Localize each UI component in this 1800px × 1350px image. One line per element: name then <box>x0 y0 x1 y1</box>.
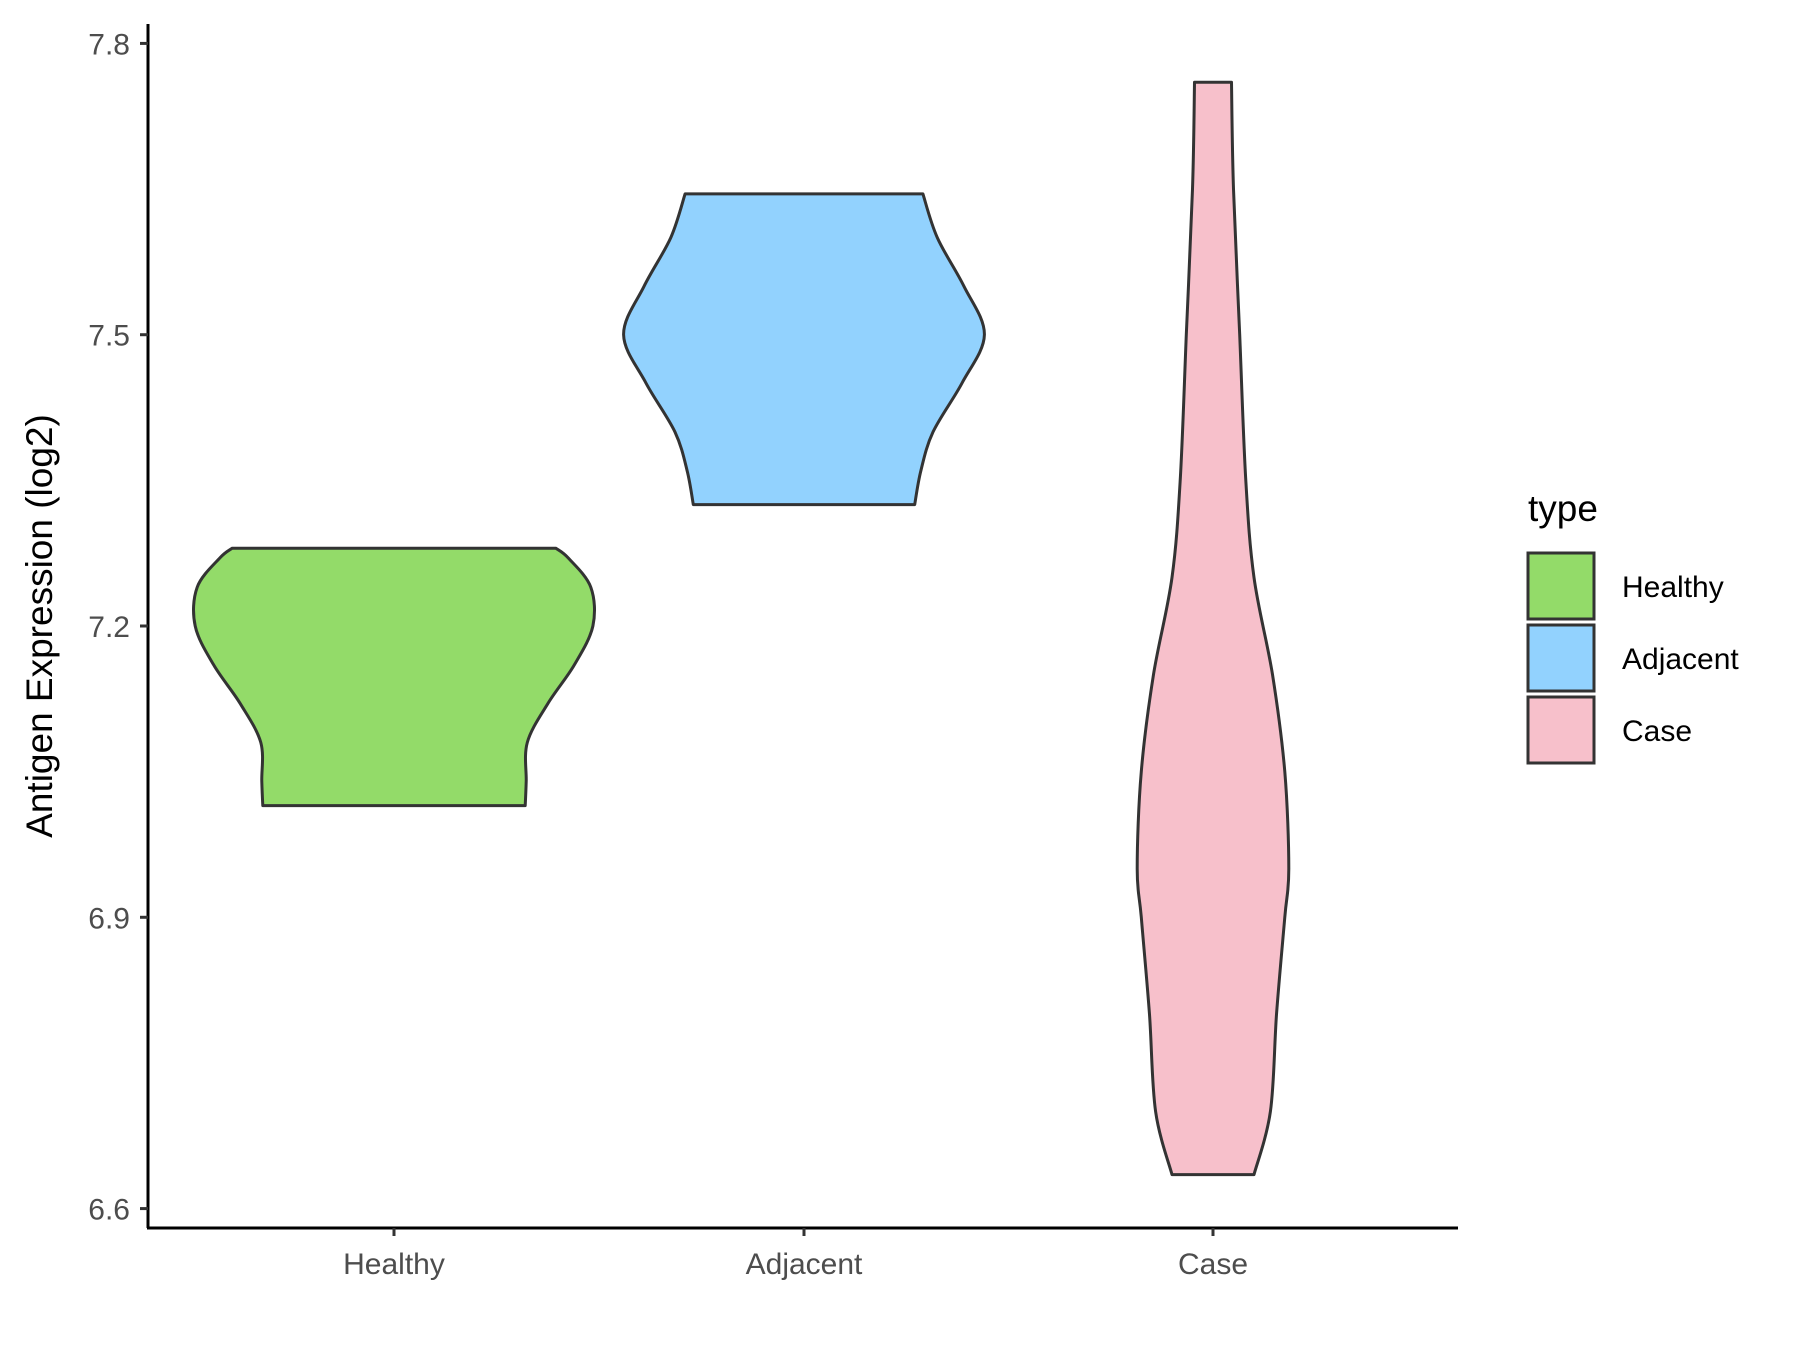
violin-healthy <box>192 546 597 808</box>
y-tick-label: 6.6 <box>88 1194 130 1227</box>
legend-title: type <box>1528 488 1598 529</box>
legend-swatch-healthy <box>1526 551 1596 621</box>
legend-label-healthy: Healthy <box>1622 571 1724 604</box>
legend-swatch-case <box>1526 695 1596 765</box>
violins-layer <box>192 80 1291 1177</box>
legend-swatch-adjacent <box>1526 623 1596 693</box>
y-axis-title: Antigen Expression (log2) <box>19 414 60 838</box>
legend-label-adjacent: Adjacent <box>1622 643 1739 676</box>
y-tick-label: 7.8 <box>88 28 130 61</box>
x-ticks: Healthy Adjacent Case <box>343 1228 1248 1281</box>
y-tick-label: 6.9 <box>88 902 130 935</box>
y-tick-label: 7.2 <box>88 611 130 644</box>
y-tick-label: 7.5 <box>88 320 130 353</box>
violin-adjacent <box>622 192 986 507</box>
y-ticks: 6.6 6.9 7.2 7.5 7.8 <box>88 28 148 1227</box>
violin-case <box>1135 80 1291 1177</box>
x-tick-label-healthy: Healthy <box>343 1248 445 1281</box>
x-tick-label-adjacent: Adjacent <box>746 1248 863 1281</box>
x-tick-label-case: Case <box>1178 1248 1248 1281</box>
legend: type Healthy Adjacent Case <box>1526 488 1739 765</box>
legend-label-case: Case <box>1622 715 1692 748</box>
